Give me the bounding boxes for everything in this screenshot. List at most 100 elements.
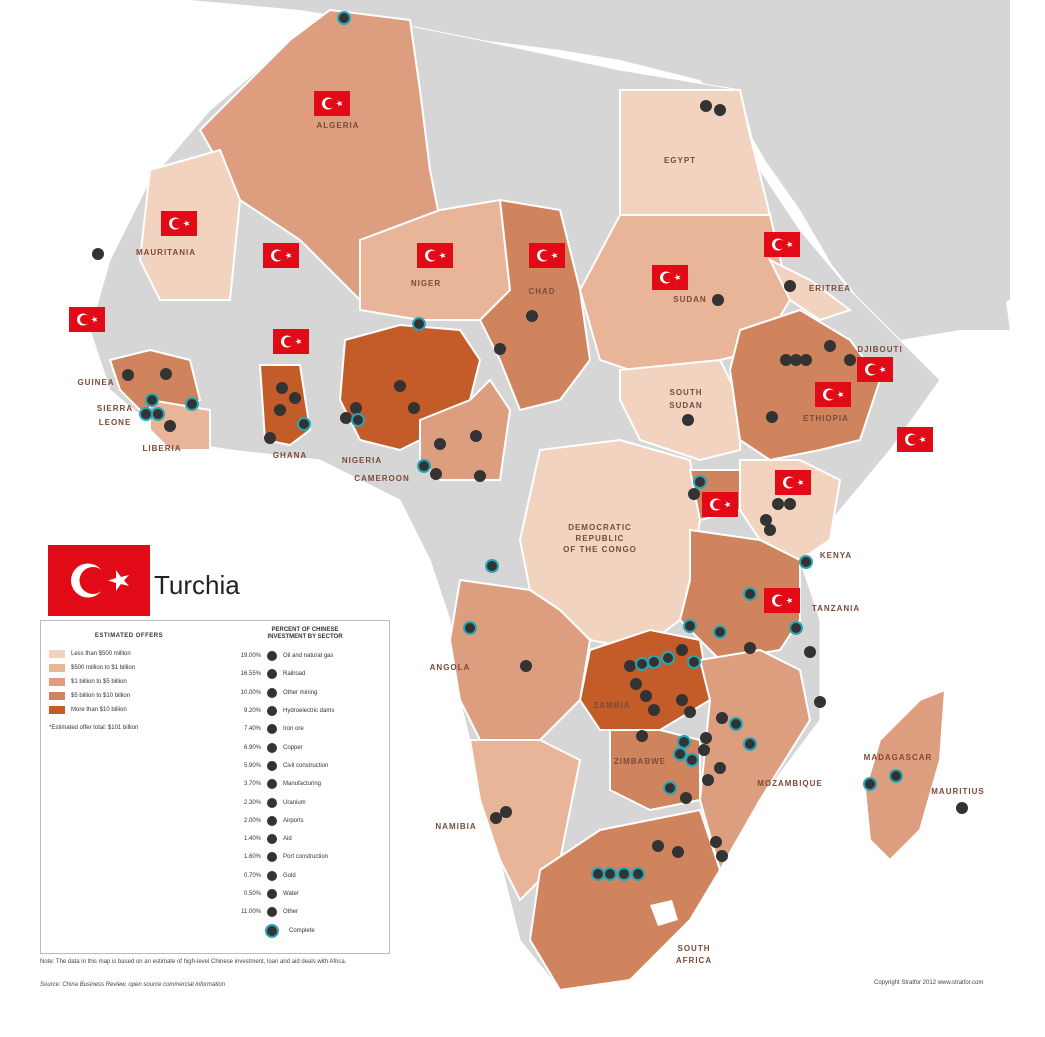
rail-icon bbox=[267, 669, 277, 680]
sector-legend-row: 7.40% Iron ore bbox=[225, 720, 385, 738]
iron-icon bbox=[267, 724, 277, 735]
sector-pct: 9.20% bbox=[243, 708, 261, 715]
turkey-legend-label: Turchia bbox=[154, 570, 240, 600]
sector-legend-row: 2.00% Airports bbox=[225, 812, 385, 830]
surrounding-land bbox=[190, 0, 1010, 320]
sector-legend-row: 1.40% Aid bbox=[225, 830, 385, 848]
sector-pct: 11.00% bbox=[241, 909, 261, 916]
sector-label: Aid bbox=[283, 836, 292, 843]
complete-label: Complete bbox=[289, 927, 315, 934]
aid-icon bbox=[267, 834, 277, 845]
country-label: MADAGASCAR bbox=[864, 753, 933, 762]
offer-label: More than $10 billion bbox=[71, 707, 127, 713]
airport-icon bbox=[267, 815, 277, 826]
country-eritrea bbox=[767, 257, 853, 322]
country-label: LEONE bbox=[99, 418, 132, 427]
footer-source: Source: China Business Review, open sour… bbox=[40, 982, 226, 988]
sector-label: Uranium bbox=[283, 799, 306, 806]
sector-label: Oil and natural gas bbox=[283, 653, 334, 660]
sector-label: Manufacturing bbox=[283, 781, 322, 788]
turkey-flag-icon bbox=[764, 588, 800, 613]
offer-label: $1 billion to $5 billion bbox=[71, 679, 127, 685]
country-south-africa bbox=[528, 808, 722, 992]
country-label: GHANA bbox=[273, 451, 307, 460]
sector-pct: 3.70% bbox=[243, 781, 261, 788]
country-label: MAURITANIA bbox=[136, 248, 196, 257]
country-angola bbox=[448, 578, 592, 741]
country-label: ZIMBABWE bbox=[614, 757, 666, 766]
offer-swatch bbox=[49, 678, 65, 686]
country-label: NIGER bbox=[411, 279, 441, 288]
turkey-flag-icon bbox=[417, 243, 453, 268]
sector-label: Airports bbox=[283, 817, 304, 824]
dam-icon bbox=[267, 706, 277, 717]
sector-legend-row: 10.00% Other mining bbox=[225, 684, 385, 702]
turkey-flag-icon bbox=[775, 470, 811, 495]
copper-icon bbox=[267, 742, 277, 753]
country-south-sudan bbox=[619, 358, 741, 462]
country-label: SUDAN bbox=[669, 401, 702, 410]
country-label: ALGERIA bbox=[317, 121, 360, 130]
turkey-flag-icon bbox=[314, 91, 350, 116]
offer-label: $500 million to $1 billion bbox=[71, 665, 136, 671]
country-label: GUINEA bbox=[77, 378, 114, 387]
country-label: DJIBOUTI bbox=[857, 345, 902, 354]
sector-label: Civil construction bbox=[283, 762, 329, 769]
country-label: SUDAN bbox=[673, 295, 706, 304]
sectors-legend: PERCENT OF CHINESE INVESTMENT BY SECTOR … bbox=[225, 627, 385, 940]
lesotho bbox=[650, 900, 678, 926]
sector-legend-row: 3.70% Manufacturing bbox=[225, 775, 385, 793]
sector-pct: 5.90% bbox=[243, 762, 261, 769]
sector-legend-row: 16.55% Railroad bbox=[225, 665, 385, 683]
country-label: DEMOCRATIC bbox=[568, 523, 632, 532]
offer-legend-row: $500 million to $1 billion bbox=[49, 661, 209, 675]
country-label: ANGOLA bbox=[430, 663, 471, 672]
sector-legend-row: 5.90% Civil construction bbox=[225, 757, 385, 775]
sector-legend-row: 9.20% Hydroelectric dams bbox=[225, 702, 385, 720]
construction-icon bbox=[267, 760, 277, 771]
sector-pct: 2.30% bbox=[243, 799, 261, 806]
offer-swatch bbox=[49, 664, 65, 672]
country-label: OF THE CONGO bbox=[563, 545, 637, 554]
country-label: LIBERIA bbox=[143, 444, 182, 453]
turkey-flag-icon bbox=[161, 211, 197, 236]
turkey-flag-icon bbox=[263, 243, 299, 268]
offer-swatch bbox=[49, 692, 65, 700]
gold-icon bbox=[267, 870, 277, 881]
sector-label: Copper bbox=[283, 744, 303, 751]
offer-legend-row: $1 billion to $5 billion bbox=[49, 675, 209, 689]
sector-label: Other bbox=[283, 909, 299, 916]
sector-pct: 0.50% bbox=[243, 891, 261, 897]
port-icon bbox=[267, 852, 277, 863]
offers-note: *Estimated offer total: $101 billion bbox=[49, 725, 139, 731]
sector-label: Port construction bbox=[283, 854, 329, 861]
sector-pct: 7.40% bbox=[243, 726, 261, 733]
manufacturing-icon bbox=[267, 779, 277, 790]
offer-legend-row: Less than $500 million bbox=[49, 647, 209, 661]
country-label: CHAD bbox=[528, 287, 555, 296]
country-label: SOUTH bbox=[678, 944, 711, 953]
sector-label: Iron ore bbox=[283, 726, 304, 733]
country-label: REPUBLIC bbox=[576, 534, 625, 543]
country-liberia bbox=[149, 398, 211, 451]
offer-label: Less than $500 million bbox=[71, 651, 131, 657]
offer-label: $5 billion to $10 billion bbox=[71, 693, 131, 699]
country-label: ERITREA bbox=[809, 284, 851, 293]
other-icon bbox=[267, 907, 277, 918]
country-label: AFRICA bbox=[676, 956, 712, 965]
country-tanzania bbox=[678, 528, 801, 662]
turkey-flag-icon bbox=[815, 382, 851, 407]
footer-note: Note: The data in this map is based on a… bbox=[40, 959, 347, 965]
offer-swatch bbox=[49, 706, 65, 714]
country-label: SIERRA bbox=[97, 404, 133, 413]
turkey-flag-icon bbox=[69, 307, 105, 332]
sector-legend-row: 11.00% Other bbox=[225, 903, 385, 921]
sector-label: Hydroelectric dams bbox=[283, 708, 335, 715]
mining-icon bbox=[267, 687, 277, 698]
sector-label: Water bbox=[283, 891, 299, 897]
sector-pct: 2.00% bbox=[243, 817, 261, 824]
offer-legend-row: More than $10 billion bbox=[49, 703, 209, 717]
investment-markers bbox=[92, 11, 968, 881]
complete-icon bbox=[265, 923, 279, 938]
sea-red bbox=[745, 125, 850, 300]
